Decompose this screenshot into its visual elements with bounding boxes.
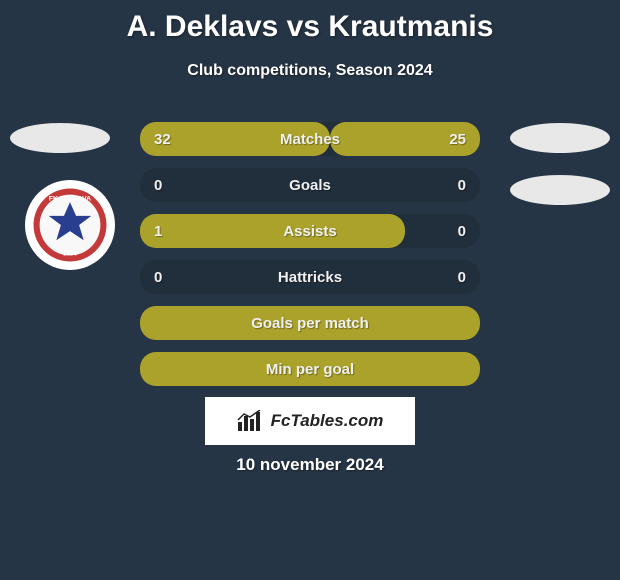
stat-label: Goals per match [251,315,369,332]
fctables-watermark: FcTables.com [205,397,415,445]
stat-row-min-per-goal: Min per goal [140,352,480,386]
stat-value-left: 32 [154,131,171,148]
footer-date: 10 november 2024 [0,455,620,475]
stat-label: Goals [289,177,331,194]
svg-text:2004: 2004 [63,250,77,257]
page-title: A. Deklavs vs Krautmanis [0,0,620,44]
stat-label: Matches [280,131,340,148]
team-badge-left: FK JELGAVA 2004 [25,180,115,270]
stat-label: Min per goal [266,361,354,378]
stat-label: Assists [283,223,336,240]
stat-row-matches: 32 25 Matches [140,122,480,156]
stat-value-right: 0 [458,223,466,240]
stat-value-right: 25 [449,131,466,148]
fctables-chart-icon [237,410,265,432]
stat-value-left: 0 [154,177,162,194]
player-photo-left-placeholder [10,123,110,153]
stat-row-goals: 0 0 Goals [140,168,480,202]
team-crest-icon: FK JELGAVA 2004 [32,187,108,263]
stat-label: Hattricks [278,269,342,286]
stat-value-right: 0 [458,269,466,286]
page-subtitle: Club competitions, Season 2024 [0,62,620,80]
stat-value-left: 1 [154,223,162,240]
player-photo-right-placeholder [510,123,610,153]
stat-value-right: 0 [458,177,466,194]
stat-row-assists: 1 0 Assists [140,214,480,248]
stat-row-hattricks: 0 0 Hattricks [140,260,480,294]
stats-container: 32 25 Matches 0 0 Goals 1 0 Assists 0 0 Hattricks Go… [140,122,480,398]
stat-value-left: 0 [154,269,162,286]
fctables-label: FcTables.com [271,411,384,431]
svg-text:FK JELGAVA: FK JELGAVA [49,196,91,203]
team-badge-right-placeholder [510,175,610,205]
stat-row-goals-per-match: Goals per match [140,306,480,340]
stat-bar-left [140,214,405,248]
